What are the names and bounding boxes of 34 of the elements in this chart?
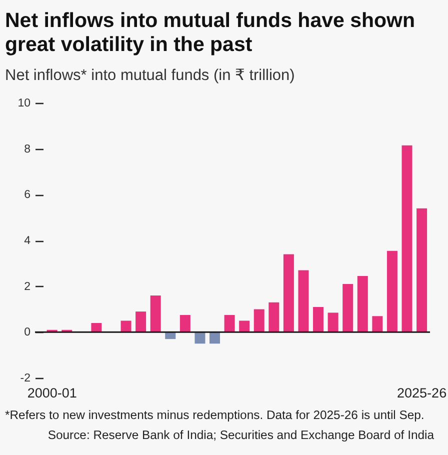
- bar: [298, 270, 309, 332]
- bar: [91, 323, 102, 332]
- bar: [136, 312, 146, 332]
- bar: [180, 314, 190, 332]
- y-tick-label: 10: [18, 98, 30, 110]
- bar: [194, 332, 206, 344]
- y-tick-label: 0: [24, 326, 30, 339]
- bar: [372, 316, 383, 332]
- y-tick-label: 8: [24, 143, 30, 156]
- bar: [283, 254, 294, 332]
- source-note: Source: Reserve Bank of India; Securities and Exchange Board of India: [46, 427, 435, 444]
- bar: [224, 314, 235, 332]
- y-tick-label: 4: [24, 235, 32, 247]
- bar: [402, 145, 412, 332]
- chart-subtitle: Net inflows* into mutual funds (in ₹ trillion): [5, 66, 296, 85]
- bar: [254, 309, 264, 332]
- bar: [210, 332, 220, 344]
- bar: [328, 312, 338, 332]
- bar: [313, 306, 324, 332]
- bar: [120, 320, 132, 332]
- text: *Refers to new investments minus redemptions. Data for 2025-26 is until Sep.: [4, 407, 426, 424]
- x-tick-label: 2025-26: [397, 386, 447, 400]
- bar: [239, 320, 250, 332]
- y-tick-label: 2: [24, 280, 30, 293]
- bar: [357, 276, 368, 332]
- bar: [416, 208, 428, 332]
- bar: [386, 250, 398, 332]
- y-tick-label: -2: [20, 372, 30, 384]
- bar: [150, 296, 161, 332]
- bar: [342, 284, 354, 332]
- x-tick-label: 2000-01: [27, 386, 77, 400]
- chart-title: Net inflows into mutual funds have shown great volatility in the past: [4, 8, 416, 57]
- y-tick-label: 6: [24, 189, 30, 202]
- bar: [268, 302, 280, 332]
